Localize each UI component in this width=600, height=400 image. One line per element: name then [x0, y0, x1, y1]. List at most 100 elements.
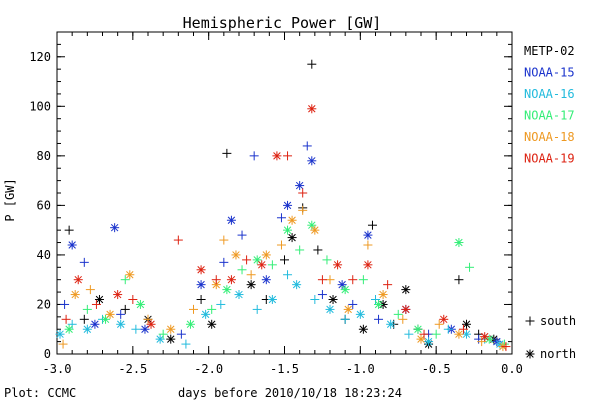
data-point-south	[128, 295, 138, 305]
data-point-south	[340, 314, 350, 324]
data-point-north	[166, 334, 176, 344]
data-point-north	[125, 270, 135, 280]
data-point-south	[295, 245, 305, 255]
y-tick-label: 60	[37, 198, 51, 212]
data-point-north	[454, 238, 464, 248]
data-point-south	[158, 329, 168, 339]
data-point-north	[292, 280, 302, 290]
data-point-north	[462, 329, 471, 339]
data-point-south	[283, 151, 293, 161]
data-point-south	[310, 295, 320, 305]
data-point-north	[363, 230, 373, 240]
data-point-south	[283, 270, 293, 280]
data-point-north	[374, 299, 384, 309]
data-point-north	[116, 319, 126, 329]
data-point-south	[477, 337, 487, 347]
data-point-south	[393, 309, 403, 319]
data-point-north	[234, 290, 244, 300]
data-point-south	[143, 314, 153, 324]
data-point-south	[501, 342, 511, 352]
data-point-north	[310, 225, 320, 235]
data-point-north	[257, 260, 267, 270]
data-point-south	[276, 213, 286, 223]
data-point-south	[196, 295, 206, 305]
data-point-north	[110, 223, 120, 233]
data-point-south	[176, 329, 186, 339]
data-point-north	[401, 304, 411, 314]
data-point-south	[91, 299, 101, 309]
data-point-south	[211, 275, 221, 285]
data-point-south	[307, 59, 317, 69]
data-point-south	[325, 275, 335, 285]
y-tick-label: 0	[44, 347, 51, 361]
data-point-south	[302, 141, 312, 151]
data-point-north	[261, 275, 271, 285]
data-point-south	[82, 304, 92, 314]
data-point-south	[276, 240, 286, 250]
data-point-south	[237, 265, 247, 275]
data-point-south	[374, 314, 384, 324]
legend-entry: NOAA-17	[524, 109, 575, 123]
x-tick-label: -1.0	[346, 362, 375, 376]
data-point-north	[328, 295, 338, 305]
data-points	[55, 59, 511, 352]
data-point-south	[246, 270, 256, 280]
data-point-south	[348, 299, 358, 309]
data-point-south	[249, 151, 259, 161]
y-tick-label: 20	[37, 297, 51, 311]
data-point-south	[419, 329, 429, 339]
data-point-south	[371, 295, 380, 305]
data-point-north	[272, 151, 282, 161]
marker-legend-label: south	[540, 314, 576, 328]
data-point-south	[398, 314, 408, 324]
data-point-south	[79, 257, 89, 267]
data-point-north	[196, 265, 206, 275]
x-tick-label: -1.5	[270, 362, 299, 376]
data-point-south	[317, 290, 327, 300]
data-point-south	[120, 275, 130, 285]
data-point-south	[181, 339, 191, 349]
data-point-south	[434, 319, 444, 329]
y-axis-label-group: P [GW]	[3, 178, 17, 221]
data-point-north	[82, 324, 92, 334]
data-point-north	[358, 324, 368, 334]
data-point-north	[343, 304, 353, 314]
data-point-south	[219, 235, 229, 245]
data-point-north	[287, 215, 297, 225]
data-point-south	[280, 255, 289, 265]
marker-legend-label: north	[540, 347, 576, 361]
data-point-north	[283, 225, 293, 235]
data-point-north	[424, 337, 434, 347]
data-point-north	[295, 181, 305, 191]
data-point-south	[60, 299, 70, 309]
data-point-north	[105, 309, 115, 319]
data-point-north	[307, 156, 317, 166]
data-point-north	[307, 220, 317, 230]
data-point-south	[189, 304, 198, 314]
data-point-north	[207, 319, 217, 329]
data-point-south	[454, 275, 464, 285]
x-tick-label: -2.5	[118, 362, 147, 376]
data-point-south	[298, 188, 308, 198]
data-point-north	[378, 290, 388, 300]
data-point-north	[325, 304, 335, 314]
data-point-south	[313, 245, 323, 255]
data-point-north	[287, 233, 297, 243]
data-point-south	[465, 262, 475, 272]
data-point-north	[252, 255, 262, 265]
data-point-north	[480, 332, 490, 342]
data-point-south	[242, 255, 252, 265]
data-point-north	[363, 260, 373, 270]
axis-ticks	[56, 31, 513, 355]
chart-title: Hemispheric Power [GW]	[183, 14, 382, 32]
data-point-north	[355, 309, 365, 319]
y-tick-label: 40	[37, 248, 51, 262]
data-point-south	[219, 257, 229, 267]
data-point-north	[135, 299, 145, 309]
data-point-north	[231, 250, 241, 260]
data-point-north	[196, 280, 206, 290]
data-point-north	[226, 275, 236, 285]
legend-entry: METP-02	[524, 44, 575, 58]
data-point-south	[131, 324, 141, 334]
y-axis-label: P [GW]	[3, 178, 17, 221]
